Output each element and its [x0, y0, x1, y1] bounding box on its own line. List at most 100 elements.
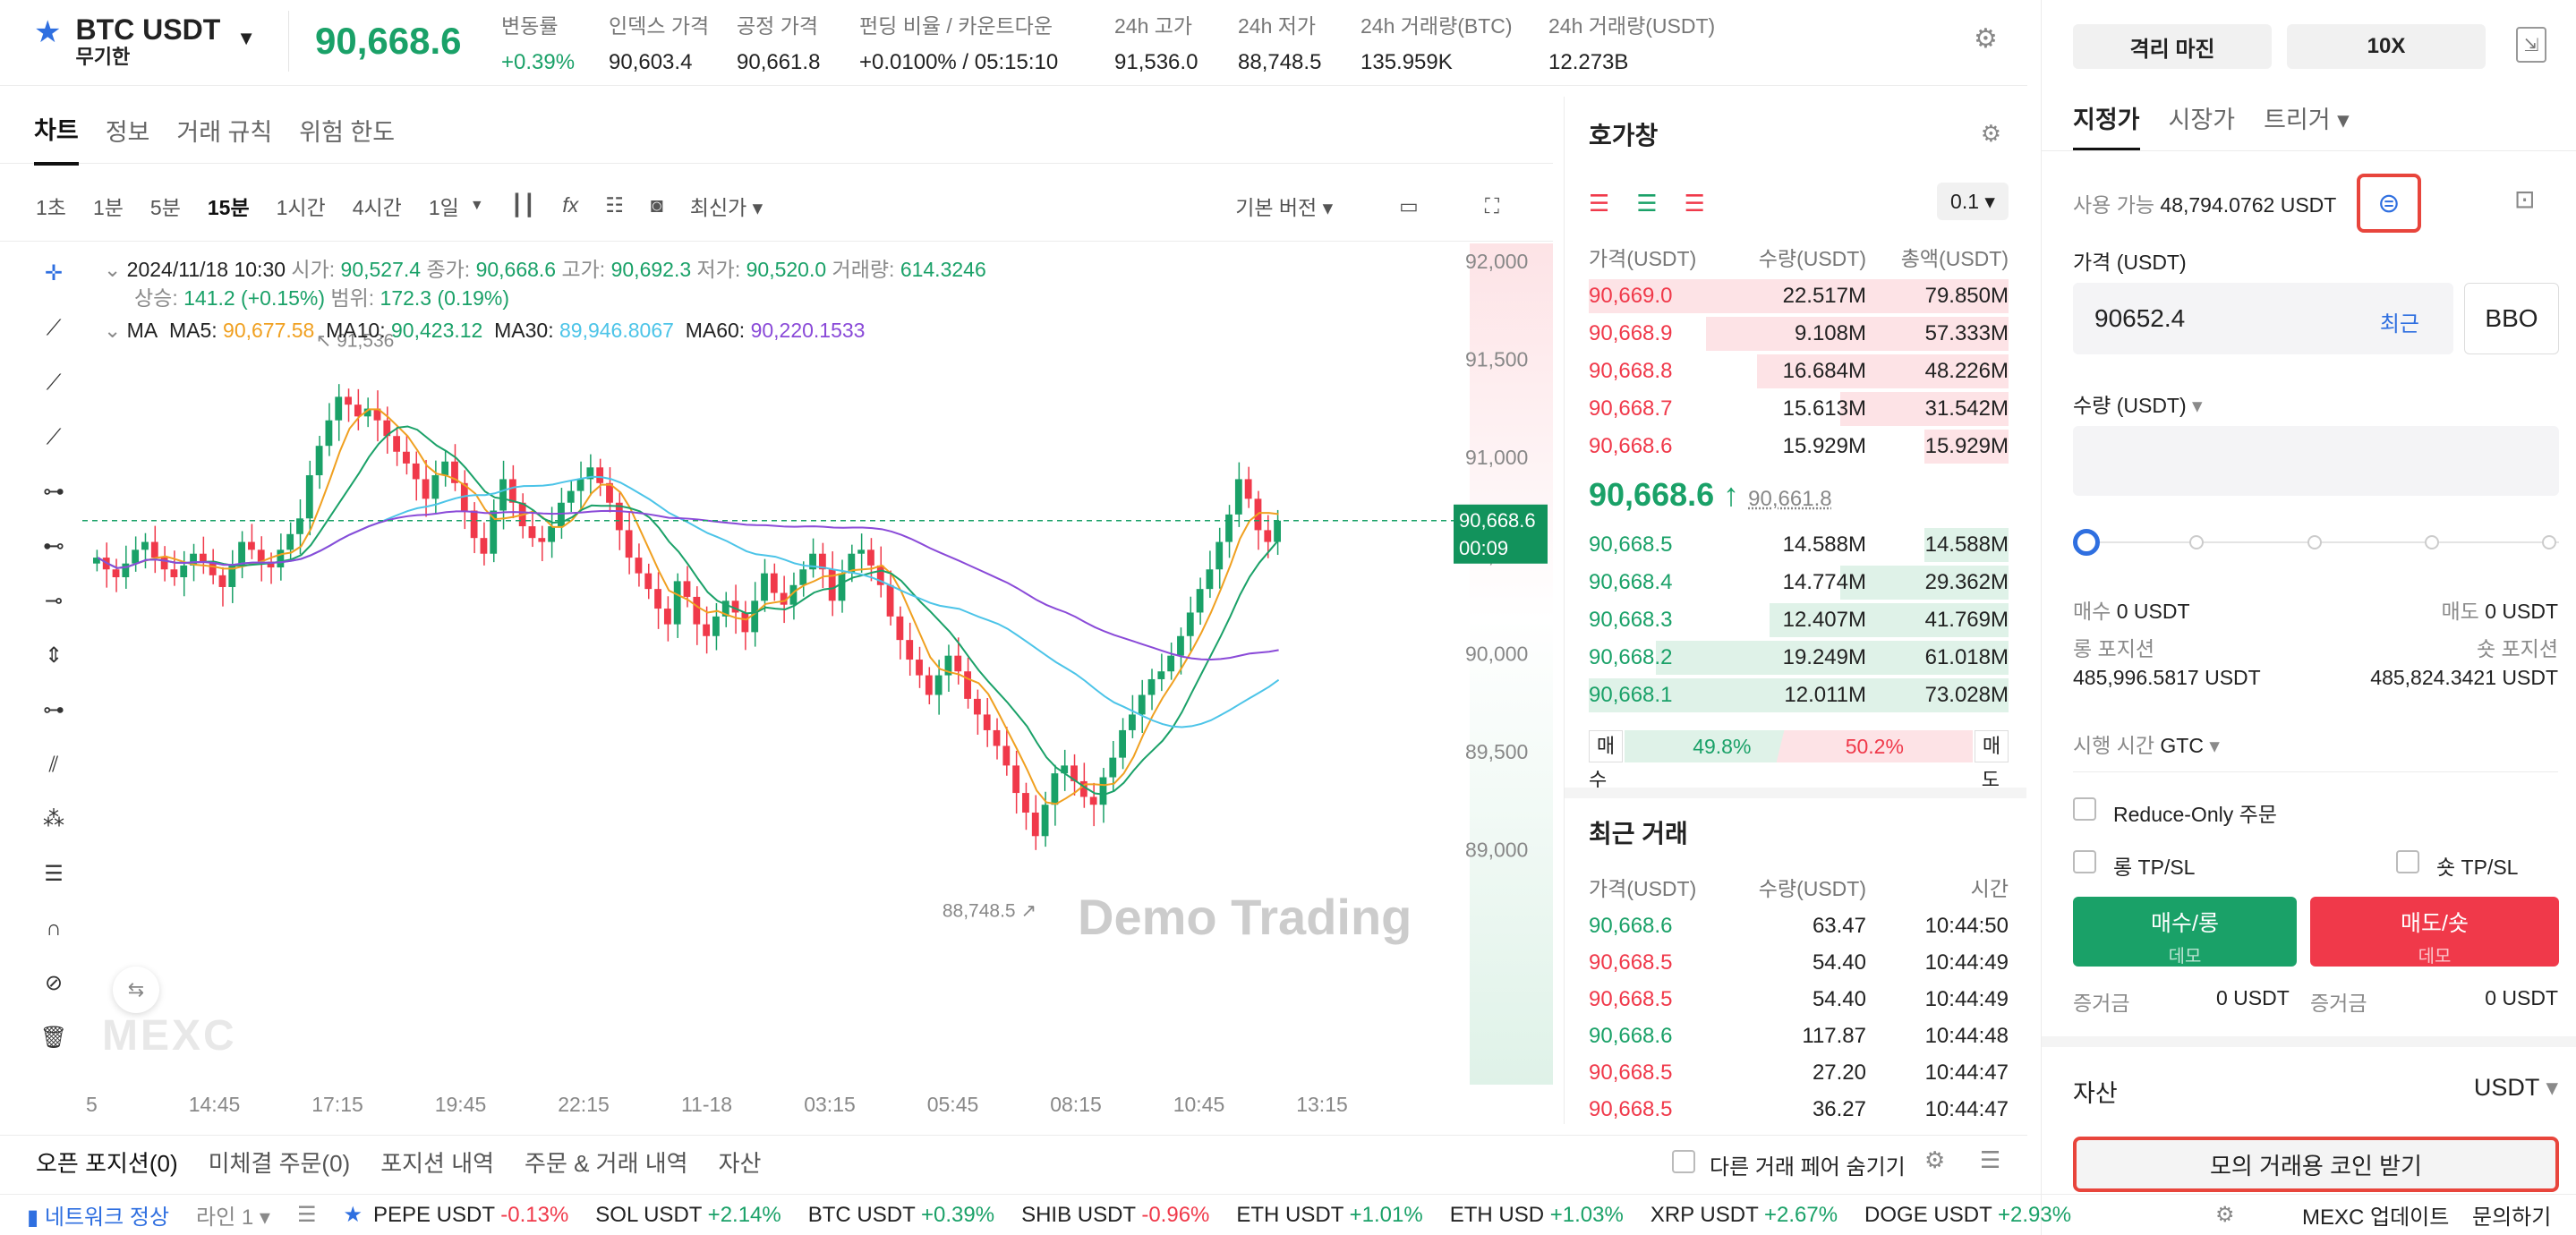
bid-row[interactable]: 90,668.5 14.588M 14.588M	[1589, 526, 2009, 564]
ticker-item[interactable]: XRP USDT +2.67%	[1650, 1202, 1838, 1227]
quantity-label[interactable]: 수량 (USDT) ▾	[2073, 394, 2203, 417]
interval-dropdown-icon[interactable]: ▼	[469, 197, 484, 213]
price-line-icon[interactable]: ⊶	[43, 698, 64, 722]
interval-1d[interactable]: 1일	[428, 195, 459, 219]
trash-icon[interactable]: 🗑	[39, 1026, 68, 1050]
price-input[interactable]: 90652.4 최근	[2073, 283, 2453, 354]
quantity-input[interactable]	[2073, 426, 2559, 496]
symbol-selector[interactable]: ★ BTC USDT 무기한 ▼	[0, 7, 295, 79]
tab-chart[interactable]: 차트	[34, 95, 79, 166]
pattern-icon[interactable]: ⁂	[43, 807, 64, 831]
tab-limit[interactable]: 지정가	[2073, 100, 2140, 151]
sell-short-button[interactable]: 매도/숏 데모	[2310, 897, 2559, 967]
asset-currency-select[interactable]: USDT ▾	[2473, 1074, 2558, 1101]
latest-price-button[interactable]: 최근	[2379, 312, 2419, 336]
long-tpsl-checkbox[interactable]	[2073, 850, 2096, 873]
ticker-item[interactable]: PEPE USDT -0.13%	[372, 1202, 569, 1227]
buy-long-button[interactable]: 매수/롱 데모	[2073, 897, 2297, 967]
ticker-item[interactable]: BTC USDT +0.39%	[807, 1202, 995, 1227]
tab-position-history[interactable]: 포지션 내역	[380, 1150, 495, 1177]
interval-1h[interactable]: 1시간	[276, 195, 326, 219]
tab-open-orders[interactable]: 미체결 주문(0)	[208, 1150, 351, 1177]
ask-row[interactable]: 90,668.8 16.684M 48.226M	[1589, 353, 2009, 390]
transfer-icon[interactable]: ⊜	[2357, 174, 2421, 233]
slider-handle[interactable]	[2073, 529, 2100, 556]
orderbook-settings-icon[interactable]: ⚙	[1980, 120, 2001, 147]
template-icon[interactable]: ☷	[605, 193, 624, 217]
inquiry-link[interactable]: 문의하기	[2472, 1205, 2552, 1230]
fibonacci-icon[interactable]: ☰	[44, 862, 64, 886]
ray-icon[interactable]: ⟋	[46, 370, 62, 395]
horizontal-ray-icon[interactable]: ⊷	[43, 534, 64, 558]
price-type-select[interactable]: 최신가 ▾	[689, 195, 763, 219]
candle-type-icon[interactable]: ┃┃	[510, 193, 536, 217]
ticker-menu-icon[interactable]: ☰	[296, 1203, 317, 1227]
bid-row[interactable]: 90,668.1 12.011M 73.028M	[1589, 677, 2009, 714]
bid-row[interactable]: 90,668.3 12.407M 41.769M	[1589, 601, 2009, 639]
mexc-update-link[interactable]: MEXC 업데이트	[2302, 1205, 2450, 1230]
get-demo-coin-button[interactable]: 모의 거래용 코인 받기	[2073, 1137, 2559, 1192]
bid-row[interactable]: 90,668.2 19.249M 61.018M	[1589, 639, 2009, 677]
indicator-fx-icon[interactable]: fx	[562, 193, 579, 217]
margin-mode-button[interactable]: 격리 마진	[2073, 24, 2272, 69]
interval-4h[interactable]: 4시간	[352, 195, 402, 219]
ticker-item[interactable]: DOGE USDT +2.93%	[1864, 1202, 2072, 1227]
favorite-star-icon[interactable]: ★	[34, 14, 62, 49]
quantity-slider[interactable]	[2073, 529, 2559, 556]
filter-icon[interactable]: ⚙	[1924, 1146, 1946, 1173]
camera-icon[interactable]: ◙	[650, 193, 663, 217]
line-select[interactable]: 라인 1 ▾	[196, 1205, 270, 1230]
interval-1m[interactable]: 1분	[92, 195, 124, 219]
chevron-down-icon[interactable]: ▼	[236, 26, 257, 49]
vertical-line-icon[interactable]: ⇕	[44, 643, 64, 668]
view-bids-icon[interactable]: ☰	[1636, 190, 1658, 217]
reduce-only-checkbox[interactable]	[2073, 797, 2096, 821]
replay-icon[interactable]: ⇆	[113, 967, 159, 1013]
list-icon[interactable]: ☰	[1980, 1146, 2001, 1173]
extended-line-icon[interactable]: ⟋	[46, 424, 62, 449]
time-in-force[interactable]: 시행 시간 GTC ▾	[2073, 734, 2220, 757]
parallel-channel-icon[interactable]: ⫽	[48, 752, 59, 777]
tab-market[interactable]: 시장가	[2168, 106, 2236, 133]
ticker-item[interactable]: ETH USDT +1.01%	[1236, 1202, 1423, 1227]
tab-open-positions[interactable]: 오픈 포지션(0)	[36, 1150, 178, 1177]
interval-15m[interactable]: 15분	[207, 195, 250, 219]
bbo-button[interactable]: BBO	[2464, 283, 2559, 354]
legend-collapse-icon[interactable]: ⌄	[104, 258, 122, 281]
horizontal-line-icon[interactable]: ⊸	[44, 589, 64, 613]
horizontal-segment-icon[interactable]: ⊶	[43, 480, 64, 504]
trend-line-icon[interactable]: ⟋	[46, 315, 62, 340]
crosshair-icon[interactable]: ✛	[44, 261, 64, 285]
tab-risk-limit[interactable]: 위험 한도	[299, 118, 396, 146]
tab-trigger[interactable]: 트리거 ▾	[2264, 106, 2350, 133]
view-both-icon[interactable]: ☰	[1589, 190, 1610, 217]
tab-order-trade-history[interactable]: 주문 & 거래 내역	[525, 1150, 688, 1177]
settings-sliders-icon[interactable]: ⚙	[1974, 24, 1998, 54]
hide-drawings-icon[interactable]: ⊘	[44, 971, 64, 995]
precision-select[interactable]: 0.1 ▾	[1937, 183, 2009, 220]
price-chart[interactable]: 92,00091,50091,00090,50090,00089,50089,0…	[82, 243, 1553, 1125]
tab-assets[interactable]: 자산	[718, 1150, 762, 1177]
calculator-icon[interactable]: ⇲	[2516, 27, 2546, 63]
leverage-button[interactable]: 10X	[2287, 24, 2486, 69]
layout-icon[interactable]: ▭	[1399, 193, 1419, 217]
ask-row[interactable]: 90,668.7 15.613M 31.542M	[1589, 390, 2009, 428]
ask-row[interactable]: 90,669.0 22.517M 79.850M	[1589, 277, 2009, 315]
magnet-icon[interactable]: ∩	[46, 916, 62, 941]
interval-5m[interactable]: 5분	[149, 195, 181, 219]
ticker-settings-icon[interactable]: ⚙	[2215, 1203, 2235, 1227]
ask-row[interactable]: 90,668.6 15.929M 15.929M	[1589, 428, 2009, 465]
ticker-item[interactable]: ETH USD +1.03%	[1449, 1202, 1624, 1227]
short-tpsl-checkbox[interactable]	[2396, 850, 2419, 873]
view-asks-icon[interactable]: ☰	[1684, 190, 1705, 217]
tab-info[interactable]: 정보	[105, 118, 150, 146]
favorite-star-icon[interactable]: ★	[343, 1203, 363, 1227]
interval-1s[interactable]: 1초	[36, 195, 66, 219]
ticker-item[interactable]: SHIB USDT -0.96%	[1021, 1202, 1210, 1227]
bid-row[interactable]: 90,668.4 14.774M 29.362M	[1589, 564, 2009, 601]
chart-calc-icon[interactable]: ⊡	[2514, 185, 2536, 213]
fullscreen-icon[interactable]: ⛶	[1484, 193, 1499, 217]
version-select[interactable]: 기본 버전 ▾	[1235, 196, 1334, 219]
ask-row[interactable]: 90,668.9 9.108M 57.333M	[1589, 315, 2009, 353]
tab-trading-rules[interactable]: 거래 규칙	[176, 118, 273, 146]
